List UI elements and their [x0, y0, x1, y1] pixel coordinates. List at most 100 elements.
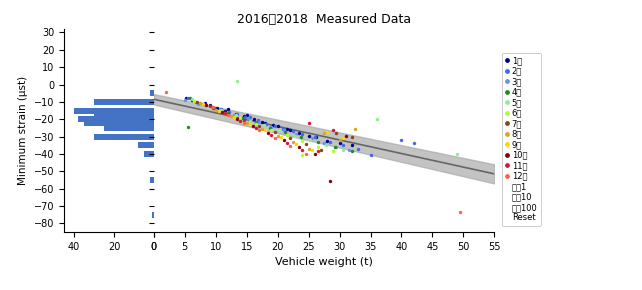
Point	[290, 133, 300, 138]
Point	[180, 98, 190, 102]
Bar	[94, 99, 154, 105]
Point	[282, 140, 292, 145]
Point	[198, 102, 209, 107]
Point	[251, 120, 261, 125]
Point	[191, 99, 201, 104]
Point	[365, 153, 376, 157]
Point	[294, 131, 304, 135]
Point	[275, 135, 286, 139]
Point	[257, 119, 267, 124]
Point	[297, 139, 308, 143]
Point	[266, 125, 277, 129]
Point	[192, 99, 202, 104]
Point	[285, 144, 295, 148]
Point	[331, 131, 342, 135]
Point	[251, 122, 261, 126]
Point	[329, 144, 340, 149]
Point	[223, 107, 233, 111]
Bar	[138, 142, 154, 148]
Legend: 1月, 2月, 3月, 4月, 5月, 6月, 7月, 8月, 9月, 10月, 11月, 12月, 直近1, 直近10, 直近100, Reset: 1月, 2月, 3月, 4月, 5月, 6月, 7月, 8月, 9月, 10月,…	[501, 52, 541, 226]
Point	[313, 139, 323, 144]
Point	[236, 116, 246, 121]
Point	[409, 140, 419, 145]
Point	[270, 136, 280, 141]
Point	[273, 128, 284, 133]
Point	[291, 141, 301, 146]
Point	[313, 144, 323, 149]
Point	[338, 148, 348, 153]
Point	[211, 107, 221, 112]
Point	[204, 104, 214, 108]
Point	[325, 179, 335, 183]
Point	[254, 128, 265, 133]
Point	[202, 103, 212, 107]
Point	[198, 102, 209, 107]
Point	[304, 146, 314, 151]
Y-axis label: Minimum strain (μst): Minimum strain (μst)	[19, 76, 28, 185]
Point	[282, 133, 292, 137]
Point	[304, 120, 314, 125]
Point	[223, 113, 233, 117]
Point	[216, 106, 226, 111]
Point	[229, 115, 239, 120]
Point	[288, 129, 299, 134]
Point	[217, 109, 227, 114]
Point	[237, 115, 247, 120]
Point	[207, 104, 218, 109]
Point	[266, 133, 277, 137]
Point	[328, 128, 338, 133]
Point	[270, 130, 280, 135]
Point	[321, 143, 331, 148]
Bar	[104, 125, 154, 131]
Point	[186, 98, 196, 103]
Point	[260, 120, 270, 125]
Point	[270, 124, 280, 128]
Point	[331, 144, 342, 149]
Point	[316, 148, 326, 153]
Point	[232, 117, 243, 122]
Point	[205, 105, 216, 110]
Point	[195, 100, 205, 105]
Point	[220, 108, 230, 113]
Point	[338, 143, 348, 148]
Point	[209, 106, 220, 111]
Point	[259, 123, 269, 128]
Bar	[74, 108, 154, 114]
Bar	[150, 177, 154, 183]
Point	[232, 79, 243, 83]
Point	[279, 138, 289, 142]
Point	[204, 103, 214, 108]
Point	[253, 118, 263, 122]
Point	[277, 126, 288, 131]
Point	[265, 125, 275, 130]
Point	[282, 126, 292, 131]
Point	[224, 110, 234, 114]
Point	[353, 146, 363, 151]
Bar	[152, 212, 154, 218]
Point	[200, 100, 211, 105]
Point	[322, 130, 333, 135]
Point	[347, 135, 357, 140]
Point	[261, 122, 272, 126]
Point	[334, 137, 345, 142]
Point	[212, 106, 222, 110]
Point	[226, 114, 236, 118]
Bar	[144, 151, 154, 157]
Bar	[150, 90, 154, 96]
Point	[230, 111, 241, 116]
Point	[238, 113, 248, 118]
Point	[245, 122, 255, 126]
Point	[243, 116, 253, 121]
Point	[202, 103, 212, 108]
Point	[372, 117, 382, 122]
Point	[263, 131, 273, 135]
Point	[223, 112, 233, 116]
Point	[268, 123, 278, 128]
Point	[328, 149, 338, 154]
Point	[187, 97, 197, 101]
Point	[304, 133, 314, 138]
Point	[272, 124, 282, 128]
Point	[297, 153, 308, 157]
Point	[334, 140, 345, 145]
Point	[313, 149, 323, 154]
